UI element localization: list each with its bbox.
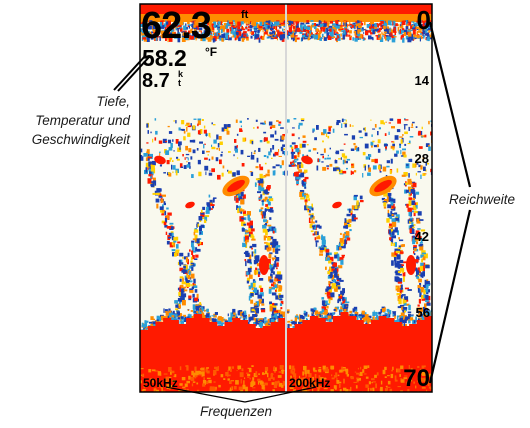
fish-return — [406, 255, 416, 275]
range-label-42: 42 — [414, 229, 429, 244]
readout-callout: Tiefe, Temperatur und Geschwindigkeit — [14, 92, 130, 149]
range-callout-text: Reichweite — [449, 192, 516, 207]
depth-unit: ft — [241, 9, 249, 21]
frequency-label-50khz: 50kHz — [143, 376, 178, 390]
fish-return — [154, 155, 166, 165]
frequency-callout: Frequenzen — [200, 402, 272, 421]
frequency-label-200khz: 200kHz — [289, 376, 331, 390]
speed-unit: kt — [178, 69, 184, 88]
sonar-panel-50khz — [140, 4, 290, 392]
frequency-callout-lines — [165, 386, 317, 403]
speed-value: 8.7 — [142, 70, 170, 92]
range-callout-lines — [428, 21, 472, 384]
readout-callout-line-3: Geschwindigkeit — [31, 132, 130, 147]
readout-callout-line — [113, 54, 151, 92]
surface-clutter-band — [140, 4, 286, 14]
surface-clutter-band — [287, 4, 432, 14]
range-label-28: 28 — [414, 151, 429, 166]
screen-frame — [139, 3, 433, 393]
range-label-14: 14 — [414, 73, 429, 88]
fish-return — [332, 201, 342, 209]
sonar-panel-200khz — [287, 4, 432, 392]
temperature-unit: °F — [205, 45, 218, 59]
bottom-return — [140, 330, 149, 392]
frequency-callout-text: Frequenzen — [200, 404, 273, 419]
readout-callout-line-2: Temperatur und — [35, 113, 130, 128]
depth-value: 62.3 — [141, 5, 212, 47]
fish-return — [185, 201, 195, 209]
bottom-return — [287, 328, 296, 392]
fish-return — [301, 155, 313, 165]
fish-return-core — [374, 179, 392, 193]
temperature-value: 58.2 — [142, 45, 187, 71]
fish-return-core — [227, 179, 245, 193]
fish-return — [259, 255, 269, 275]
range-callout: Reichweite — [449, 190, 515, 209]
range-label-56: 56 — [415, 305, 430, 320]
readout-callout-line-1: Tiefe, — [96, 94, 130, 109]
range-label-70: 70 — [403, 365, 430, 392]
range-label-0: 0 — [416, 5, 431, 35]
